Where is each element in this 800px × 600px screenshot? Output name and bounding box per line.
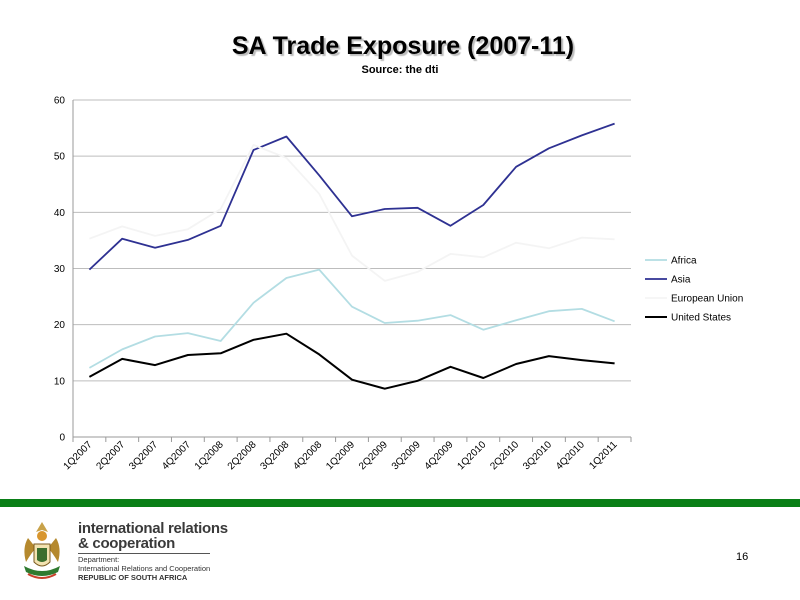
legend-label: Asia: [671, 275, 691, 286]
page-number: 16: [736, 551, 749, 563]
x-tick-label: 3Q2008: [259, 439, 292, 472]
x-tick-label: 2Q2008: [226, 439, 259, 472]
x-tick-label: 3Q2007: [127, 439, 160, 472]
coat-of-arms-icon: [24, 522, 60, 579]
dept-name: International Relations and Cooperation: [78, 564, 211, 573]
y-tick-label: 20: [54, 320, 66, 331]
x-tick-label: 1Q2010: [455, 439, 488, 472]
x-tick-label: 4Q2008: [291, 439, 324, 472]
footer-logo: international relations & cooperation De…: [18, 518, 228, 590]
series-line: [89, 143, 615, 282]
x-tick-label: 4Q2010: [554, 439, 587, 472]
dept-label: Department:: [78, 555, 120, 564]
accent-divider: [0, 499, 800, 507]
x-tick-label: 3Q2010: [521, 439, 554, 472]
x-tick-label: 1Q2009: [324, 439, 357, 472]
country-name: REPUBLIC OF SOUTH AFRICA: [78, 573, 188, 582]
legend-label: United States: [671, 313, 731, 324]
x-tick-label: 2Q2010: [488, 439, 521, 472]
x-tick-label: 4Q2009: [423, 439, 456, 472]
chart-title: SA Trade Exposure (2007-11): [231, 32, 575, 60]
y-tick-label: 30: [54, 264, 66, 275]
y-tick-label: 50: [54, 152, 66, 163]
legend-label: Africa: [671, 256, 697, 267]
x-tick-label: 4Q2007: [160, 439, 193, 472]
series-line: [88, 122, 615, 271]
x-tick-label: 1Q2011: [587, 439, 620, 472]
y-tick-label: 10: [54, 376, 66, 387]
org-name-line1: international relations: [78, 520, 228, 537]
x-tick-label: 2Q2009: [357, 439, 390, 472]
x-tick-label: 2Q2007: [94, 439, 127, 472]
y-tick-label: 0: [59, 433, 65, 444]
series-line: [88, 332, 615, 390]
legend-label: European Union: [671, 294, 743, 305]
org-divider: [78, 553, 210, 554]
chart-subtitle: Source: the dti: [361, 64, 439, 76]
x-tick-label: 1Q2008: [193, 439, 226, 472]
series-line: [88, 268, 615, 369]
y-tick-label: 40: [54, 208, 66, 219]
x-tick-label: 3Q2009: [390, 439, 423, 472]
y-tick-label: 60: [54, 96, 66, 107]
org-name-line2: & cooperation: [78, 535, 175, 552]
x-tick-label: 1Q2007: [62, 439, 95, 472]
